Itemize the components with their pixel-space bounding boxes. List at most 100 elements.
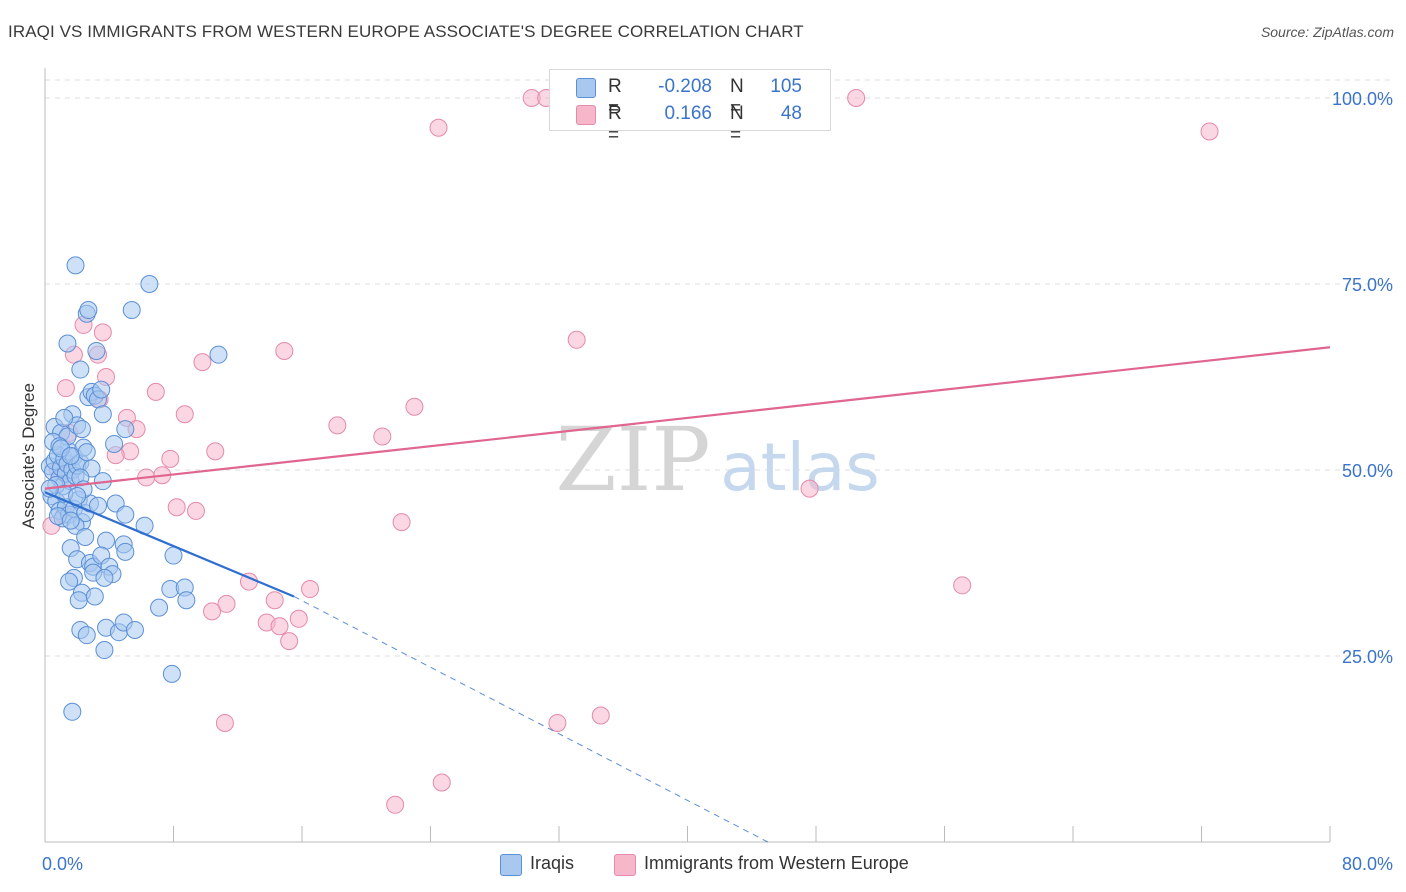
data-point-iraqis (61, 446, 80, 465)
data-point-iraqis (87, 341, 106, 360)
data-point-iraqis (79, 301, 98, 320)
data-point-western-europe (386, 795, 405, 814)
data-point-iraqis (60, 572, 79, 591)
data-point-iraqis (177, 591, 196, 610)
data-point-western-europe (567, 330, 586, 349)
chart-title: IRAQI VS IMMIGRANTS FROM WESTERN EUROPE … (8, 22, 804, 41)
data-point-western-europe (193, 353, 212, 372)
data-point-iraqis (55, 408, 74, 427)
data-point-western-europe (432, 773, 451, 792)
data-point-western-europe (275, 341, 294, 360)
data-point-iraqis (209, 345, 228, 364)
data-point-western-europe (56, 379, 75, 398)
data-point-western-europe (301, 580, 320, 599)
data-point-western-europe (167, 498, 186, 517)
watermark-atlas: atlas (720, 429, 880, 506)
data-point-western-europe (800, 479, 819, 498)
data-point-iraqis (116, 420, 135, 439)
y-axis-label: Associate's Degree (19, 383, 38, 529)
data-point-iraqis (150, 598, 169, 617)
y-tick-label: 25.0% (1342, 647, 1393, 667)
legend-r-value: 0.166 (664, 103, 712, 124)
data-point-iraqis (97, 531, 116, 550)
data-point-iraqis (69, 591, 88, 610)
legend-swatch-blue (576, 78, 596, 98)
data-point-iraqis (116, 542, 135, 561)
data-point-western-europe (1200, 122, 1219, 141)
legend-swatch-pink (614, 854, 636, 876)
trend-line-iraqis (44, 491, 295, 598)
data-point-iraqis (66, 256, 85, 275)
legend-n-label: N = (730, 103, 744, 146)
trend-line-iraqis-extension (293, 596, 769, 843)
data-point-western-europe (429, 118, 448, 137)
data-point-iraqis (92, 380, 111, 399)
data-point-western-europe (289, 609, 308, 628)
trend-lines (44, 346, 1331, 843)
data-point-iraqis (162, 664, 181, 683)
data-point-western-europe (203, 602, 222, 621)
data-point-western-europe (186, 501, 205, 520)
data-point-western-europe (280, 632, 299, 651)
data-point-western-europe (847, 89, 866, 107)
series-western-europe (42, 89, 1219, 814)
data-point-iraqis (61, 511, 80, 530)
series-legend: Iraqis Immigrants from Western Europe (0, 852, 1406, 878)
legend-label-iraqis: Iraqis (530, 853, 575, 873)
x-tick-label: 80.0% (1342, 854, 1393, 874)
data-point-western-europe (93, 323, 112, 342)
data-point-western-europe (953, 576, 972, 595)
data-point-iraqis (140, 275, 159, 293)
legend-r-value: -0.208 (658, 76, 712, 97)
stats-legend: R = -0.208 N = 105 R = 0.166 N = 48 (549, 69, 831, 146)
data-point-iraqis (95, 641, 114, 660)
data-point-iraqis (122, 301, 141, 320)
data-point-iraqis (93, 405, 112, 424)
data-point-iraqis (76, 527, 95, 546)
data-point-western-europe (373, 427, 392, 446)
data-point-iraqis (63, 702, 82, 721)
y-tick-label: 50.0% (1342, 461, 1393, 481)
data-point-iraqis (105, 434, 124, 453)
legend-r-label: R = (608, 103, 622, 146)
data-point-iraqis (116, 505, 135, 524)
data-point-western-europe (206, 442, 225, 461)
series-iraqis (40, 256, 228, 721)
data-point-iraqis (77, 443, 96, 462)
legend-n-value: 48 (780, 103, 802, 124)
source-label: Source: ZipAtlas.com (1260, 24, 1394, 40)
y-tick-label: 100.0% (1332, 89, 1393, 109)
data-point-iraqis (58, 334, 77, 353)
data-point-western-europe (265, 591, 284, 610)
axes (44, 68, 1331, 843)
legend-swatch-pink (576, 105, 596, 125)
data-point-western-europe (548, 713, 567, 732)
data-point-western-europe (392, 513, 411, 532)
data-point-iraqis (71, 360, 90, 379)
data-point-western-europe (591, 706, 610, 725)
data-point-iraqis (125, 620, 144, 639)
data-point-western-europe (405, 397, 424, 416)
legend-r-label: R = (608, 76, 622, 119)
legend-swatch-blue (500, 854, 522, 876)
tick-labels: 25.0% 50.0% 75.0% 100.0% 0.0% 80.0% (42, 89, 1393, 874)
legend-label-western-europe: Immigrants from Western Europe (644, 853, 909, 873)
data-point-iraqis (95, 568, 114, 587)
x-tick-label: 0.0% (42, 854, 83, 874)
data-point-western-europe (161, 449, 180, 468)
data-point-western-europe (215, 713, 234, 732)
data-point-iraqis (85, 587, 104, 606)
data-point-western-europe (328, 416, 347, 435)
data-point-western-europe (175, 405, 194, 424)
trend-line-western-europe (44, 346, 1331, 490)
watermark: ZIP atlas (555, 408, 879, 511)
legend-n-label: N = (730, 76, 744, 119)
watermark-zip: ZIP (555, 408, 710, 511)
data-point-western-europe (217, 594, 236, 613)
y-tick-label: 75.0% (1342, 275, 1393, 295)
data-point-iraqis (72, 420, 91, 439)
legend-n-value: 105 (770, 76, 802, 97)
data-point-western-europe (146, 382, 165, 401)
data-point-iraqis (68, 487, 87, 506)
